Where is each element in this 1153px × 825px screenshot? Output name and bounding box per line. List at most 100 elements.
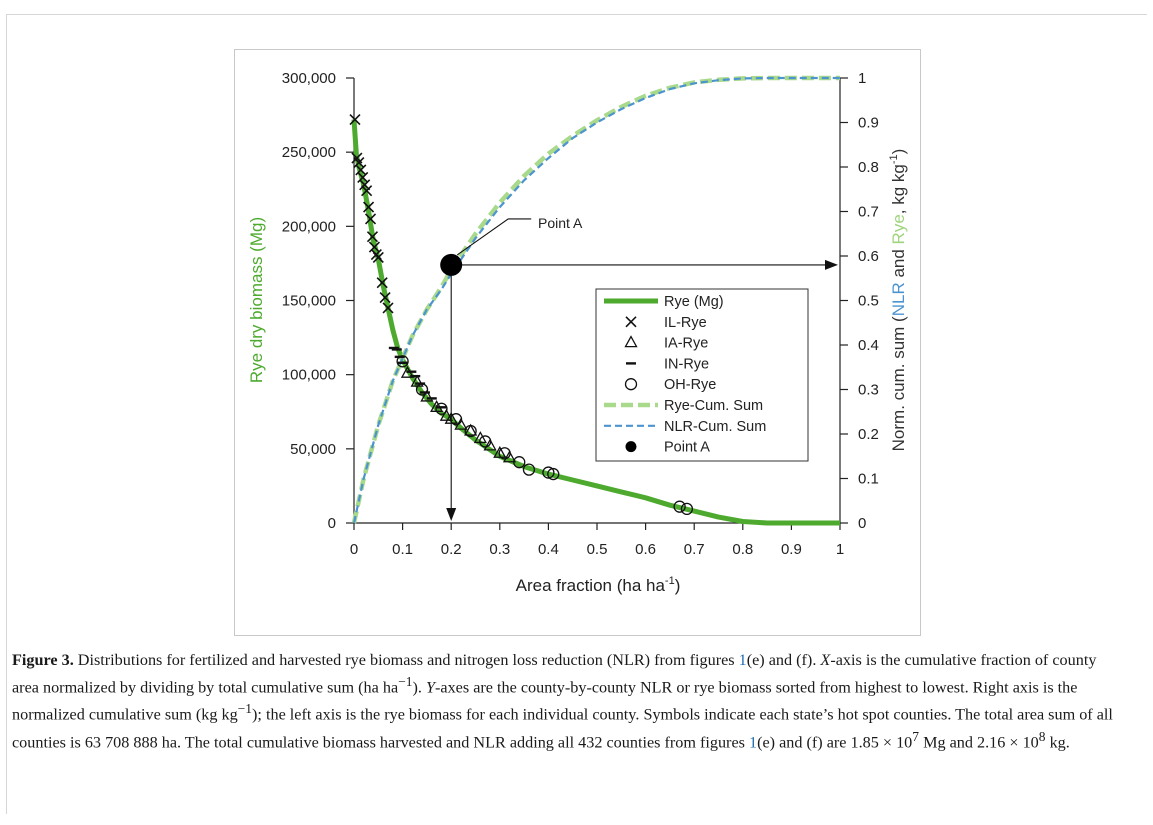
- left-axis-tick-label: 250,000: [282, 144, 336, 161]
- il-rye-marker-stroke: [382, 302, 394, 314]
- caption-figure-link-2[interactable]: 1: [748, 733, 758, 752]
- il-rye-marker: [353, 156, 365, 169]
- x-axis-tick-label: 0.1: [392, 541, 413, 558]
- right-axis-label: Norm. cum. sum (NLR and Rye, kg kg-1): [888, 149, 908, 452]
- right-axis-tick-label: 0.9: [858, 115, 879, 132]
- il-rye-marker-stroke: [351, 152, 363, 164]
- left-axis-tick-label: 150,000: [282, 293, 336, 310]
- legend-label: NLR-Cum. Sum: [664, 419, 766, 435]
- nlr-cum-sum-line: [352, 76, 840, 524]
- legend-item: IL-Rye: [625, 315, 707, 331]
- il-rye-marker: [366, 231, 379, 243]
- il-rye-marker-stroke: [359, 179, 371, 191]
- x-axis-label-end: ): [675, 576, 681, 595]
- il-rye-marker: [363, 201, 375, 213]
- x-axis-tick-label: 0: [350, 541, 358, 558]
- caption-label: Figure 3.: [12, 651, 74, 669]
- legend-item: NLR-Cum. Sum: [604, 419, 766, 435]
- legend-item: Rye-Cum. Sum: [604, 398, 763, 414]
- ia-rye-marker: [439, 408, 453, 421]
- ia-rye-marker: [400, 365, 415, 378]
- il-rye-marker-stroke: [376, 277, 388, 289]
- il-rye-marker: [364, 213, 377, 225]
- il-rye-marker: [379, 291, 391, 304]
- ia-rye-marker: [420, 389, 434, 402]
- legend-item: IN-Rye: [626, 356, 709, 372]
- right-axis-label-part-4: ): [889, 149, 908, 155]
- il-rye-marker-stroke: [353, 156, 365, 169]
- point-a-right-arrowhead: [825, 259, 838, 270]
- right-axis-tick-label: 0.1: [858, 471, 879, 488]
- il-rye-marker-stroke: [368, 241, 380, 253]
- il-rye-marker-stroke: [364, 213, 377, 225]
- left-axis-tick-label: 50,000: [290, 441, 336, 458]
- il-rye-marker: [382, 302, 394, 314]
- point-a-annotation: Point A: [538, 215, 583, 231]
- legend-label: IA-Rye: [664, 336, 708, 352]
- right-axis-tick-label: 0: [858, 515, 866, 532]
- il-rye-marker: [361, 185, 373, 197]
- caption-text-8: Mg and 2.16 × 10: [919, 733, 1039, 752]
- legend-label: Point A: [664, 440, 710, 456]
- il-rye-marker: [349, 113, 361, 126]
- caption-y-italic: Y: [426, 678, 436, 697]
- left-axis-tick-label: 300,000: [282, 70, 336, 87]
- oh-rye-marker: [542, 466, 555, 479]
- caption-text-9: kg.: [1045, 733, 1070, 752]
- il-rye-marker: [355, 164, 367, 176]
- x-axis-label: Area fraction (ha ha-1): [516, 575, 681, 595]
- oh-rye-marker: [498, 447, 511, 460]
- left-axis-tick-label: 200,000: [282, 218, 336, 235]
- right-axis-tick-label: 0.8: [858, 159, 879, 176]
- legend-label: OH-Rye: [664, 377, 716, 393]
- oh-rye-marker: [680, 502, 694, 516]
- x-axis-label-sup: -1: [665, 575, 675, 587]
- x-axis-tick-label: 0.8: [732, 541, 753, 558]
- right-axis-tick-label: 0.2: [858, 426, 879, 443]
- il-rye-marker-stroke: [361, 185, 373, 197]
- legend-label: Rye-Cum. Sum: [664, 398, 763, 414]
- oh-rye-marker: [673, 500, 686, 513]
- right-axis-tick-label: 0.6: [858, 248, 879, 265]
- right-axis-label-part-3: , kg kg: [889, 164, 908, 214]
- right-axis-tick-label: 0.7: [858, 204, 879, 221]
- ia-rye-marker: [464, 423, 478, 436]
- point-a-leader-line: [456, 218, 532, 256]
- il-rye-marker-stroke: [349, 113, 361, 126]
- right-axis-label-rye: Rye: [889, 214, 908, 244]
- page-frame-top: [6, 14, 1147, 15]
- right-axis-tick-label: 0.3: [858, 382, 879, 399]
- x-axis-label-main: Area fraction (ha ha: [516, 576, 666, 595]
- legend-label: IL-Rye: [664, 315, 707, 331]
- legend-label: Rye (Mg): [664, 294, 724, 310]
- il-rye-marker-stroke: [357, 171, 369, 183]
- caption-x-italic: X: [820, 651, 831, 669]
- ia-rye-marker: [493, 445, 507, 458]
- left-axis-tick-label: 0: [328, 515, 336, 532]
- legend-item: Rye (Mg): [604, 294, 724, 310]
- ia-rye-marker: [502, 450, 517, 463]
- x-axis-tick-label: 0.5: [587, 541, 608, 558]
- right-axis-tick-label: 1: [858, 70, 866, 87]
- x-axis-tick-label: 0.6: [635, 541, 656, 558]
- il-rye-marker: [359, 179, 371, 191]
- caption-sup-1: −1: [398, 674, 413, 689]
- oh-rye-marker: [415, 383, 429, 396]
- ia-rye-marker: [483, 438, 497, 451]
- caption-sup-3: 7: [912, 728, 920, 744]
- right-axis-label-part-1: Norm. cum. sum (: [889, 316, 908, 451]
- legend-item: Point A: [625, 440, 710, 456]
- caption-text-4: ).: [412, 678, 426, 697]
- left-axis-label: Rye dry biomass (Mg): [247, 217, 266, 383]
- oh-rye-marker: [464, 424, 477, 438]
- point-a-down-arrowhead: [446, 508, 457, 521]
- legend-swatch-point-a: [625, 441, 637, 453]
- right-axis-tick-label: 0.5: [858, 293, 879, 310]
- caption-text-1: Distributions for fertilized and harvest…: [73, 651, 739, 669]
- figure-caption: Figure 3. Distributions for fertilized a…: [12, 650, 1122, 753]
- legend-swatch-circle: [624, 378, 638, 391]
- x-axis-tick-label: 0.7: [684, 541, 705, 558]
- il-rye-marker: [372, 251, 384, 264]
- caption-figure-link[interactable]: 1: [738, 651, 747, 669]
- legend-swatch-triangle: [624, 335, 638, 348]
